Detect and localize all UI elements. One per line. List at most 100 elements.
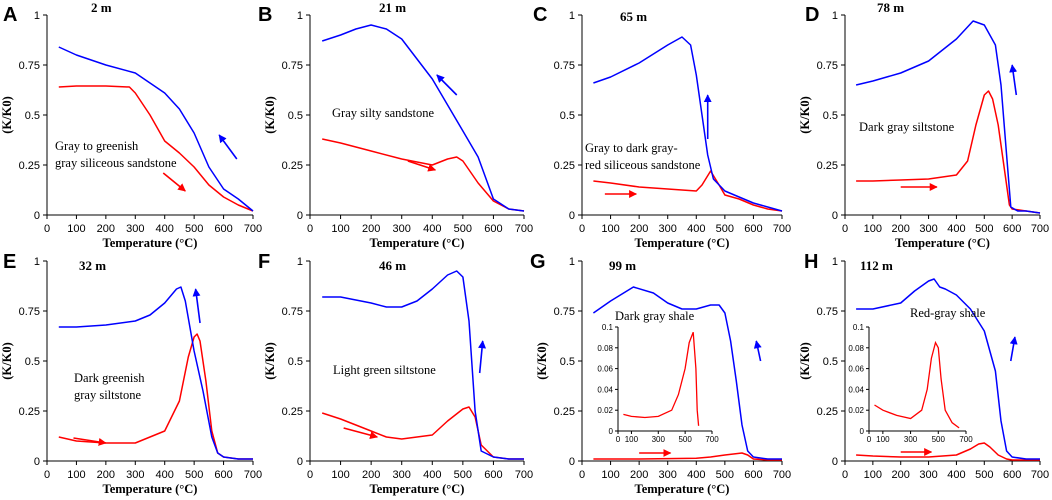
y-tick-label: 0.75 xyxy=(282,60,303,72)
x-tick-label: 700 xyxy=(244,469,262,481)
x-tick-label: 400 xyxy=(947,469,965,481)
x-tick-label: 300 xyxy=(393,469,411,481)
x-tick-label: 200 xyxy=(97,469,115,481)
y-axis-title: (K/K0) xyxy=(0,342,14,380)
arrow-right-icon xyxy=(343,427,379,440)
arrow-up-icon xyxy=(436,74,458,96)
y-axis-title: (K/K0) xyxy=(535,342,549,380)
inset-x-tick-label: 500 xyxy=(678,435,692,444)
cooling-curve xyxy=(856,278,1040,460)
depth-label: 65 m xyxy=(620,9,647,24)
arrow-up-icon xyxy=(1009,64,1018,96)
heating-curve xyxy=(593,452,782,461)
x-tick-label: 300 xyxy=(659,469,677,481)
y-axis-title: (K/K0) xyxy=(0,96,14,134)
y-tick-label: 0.5 xyxy=(560,110,575,122)
inset-y-tick-label: 0.08 xyxy=(597,344,613,353)
rock-type-label: red siliceous sandstone xyxy=(585,158,701,172)
x-tick-label: 500 xyxy=(975,223,993,235)
chart-panel-a: 0 100 200 300 400 500 600 700 0 0.25 0.5 0.75 1 Tempe… xyxy=(0,0,262,250)
x-tick-label: 200 xyxy=(892,223,910,235)
y-tick-label: 0.25 xyxy=(282,406,303,418)
panel-letter: D xyxy=(805,4,819,26)
y-tick-label: 0.5 xyxy=(823,110,838,122)
x-tick-label: 100 xyxy=(67,469,85,481)
x-tick-label: 700 xyxy=(244,223,262,235)
inset-y-tick-label: 0.06 xyxy=(848,365,864,374)
inset-x-tick-label: 0 xyxy=(867,435,872,444)
x-tick-label: 0 xyxy=(579,469,585,481)
x-tick-label: 300 xyxy=(393,223,411,235)
chart-panel-d: 0 100 200 300 400 500 600 700 0 0.25 0.5 0.75 1 Tempe… xyxy=(798,0,1049,250)
cooling-curve xyxy=(58,286,253,460)
cooling-curve xyxy=(855,20,1041,214)
heating-curve xyxy=(856,90,1041,214)
cooling-curve xyxy=(58,46,254,212)
inset-chart: 0 100 300 500 700 0 0.02 0.04 0.06 0.08 0.1 xyxy=(597,323,719,444)
x-tick-label: 0 xyxy=(307,223,313,235)
y-axis-title: (K/K0) xyxy=(798,342,812,380)
panel-letter: F xyxy=(258,251,270,273)
x-tick-label: 500 xyxy=(185,469,203,481)
cooling-curve xyxy=(593,36,783,212)
y-tick-label: 1 xyxy=(34,256,40,268)
x-tick-label: 600 xyxy=(484,469,502,481)
y-tick-label: 1 xyxy=(569,10,575,22)
y-tick-label: 0.25 xyxy=(19,406,40,418)
x-tick-label: 0 xyxy=(44,469,50,481)
x-tick-label: 100 xyxy=(331,223,349,235)
arrow-right-icon xyxy=(407,160,437,172)
y-tick-label: 0.75 xyxy=(19,306,40,318)
x-tick-label: 100 xyxy=(331,469,349,481)
x-tick-label: 600 xyxy=(214,223,232,235)
inset-y-tick-label: 0.04 xyxy=(848,385,864,394)
y-tick-label: 0 xyxy=(832,210,838,222)
y-tick-label: 1 xyxy=(297,10,303,22)
x-tick-label: 600 xyxy=(1003,223,1021,235)
x-tick-label: 0 xyxy=(842,223,848,235)
inset-chart: 0 100 300 500 700 0 0.02 0.04 0.06 0.08 0.1 xyxy=(848,323,973,444)
x-tick-label: 600 xyxy=(484,223,502,235)
x-axis-title: Temperature (°C) xyxy=(370,236,465,250)
inset-x-tick-label: 300 xyxy=(904,435,918,444)
x-tick-label: 100 xyxy=(864,469,882,481)
depth-label: 112 m xyxy=(860,258,893,273)
x-tick-label: 500 xyxy=(975,469,993,481)
inset-y-tick-label: 0 xyxy=(609,427,614,436)
x-tick-label: 200 xyxy=(362,469,380,481)
x-tick-label: 0 xyxy=(307,469,313,481)
cooling-curve xyxy=(592,286,782,460)
x-tick-label: 600 xyxy=(744,223,762,235)
y-tick-label: 0 xyxy=(297,456,303,468)
panel-letter: E xyxy=(3,251,16,273)
x-tick-label: 700 xyxy=(773,469,791,481)
arrow-up-icon xyxy=(192,288,201,324)
x-tick-label: 500 xyxy=(454,469,472,481)
x-axis-title: Temperature (°C) xyxy=(635,236,730,250)
x-tick-label: 200 xyxy=(630,469,648,481)
x-axis-title: Temperature (°C) xyxy=(103,482,198,496)
inset-x-tick-label: 700 xyxy=(959,435,973,444)
inset-x-tick-label: 500 xyxy=(932,435,946,444)
x-tick-label: 200 xyxy=(892,469,910,481)
y-tick-label: 0.5 xyxy=(288,110,303,122)
arrow-up-icon xyxy=(478,340,487,374)
x-tick-label: 600 xyxy=(1003,469,1021,481)
panel-letter: H xyxy=(804,251,818,273)
y-tick-label: 1 xyxy=(297,256,303,268)
inset-y-tick-label: 0.02 xyxy=(597,406,613,415)
y-tick-label: 0.25 xyxy=(554,160,575,172)
inset-y-tick-label: 0.1 xyxy=(853,323,865,332)
chart-panel-b: 0 100 200 300 400 500 600 700 0 0.25 0.5 0.75 1 Tempe… xyxy=(258,0,533,250)
y-tick-label: 0.75 xyxy=(554,60,575,72)
depth-label: 2 m xyxy=(91,0,112,15)
x-axis-title: Temperature (°C) xyxy=(370,482,465,496)
rock-type-label: Gray to dark gray- xyxy=(585,141,678,155)
x-tick-label: 700 xyxy=(1031,223,1049,235)
x-tick-label: 700 xyxy=(515,223,533,235)
y-axis-title: (K/K0) xyxy=(263,342,277,380)
x-tick-label: 400 xyxy=(423,223,441,235)
inset-y-tick-label: 0.1 xyxy=(602,323,614,332)
y-tick-label: 0.25 xyxy=(282,160,303,172)
x-tick-label: 400 xyxy=(687,469,705,481)
